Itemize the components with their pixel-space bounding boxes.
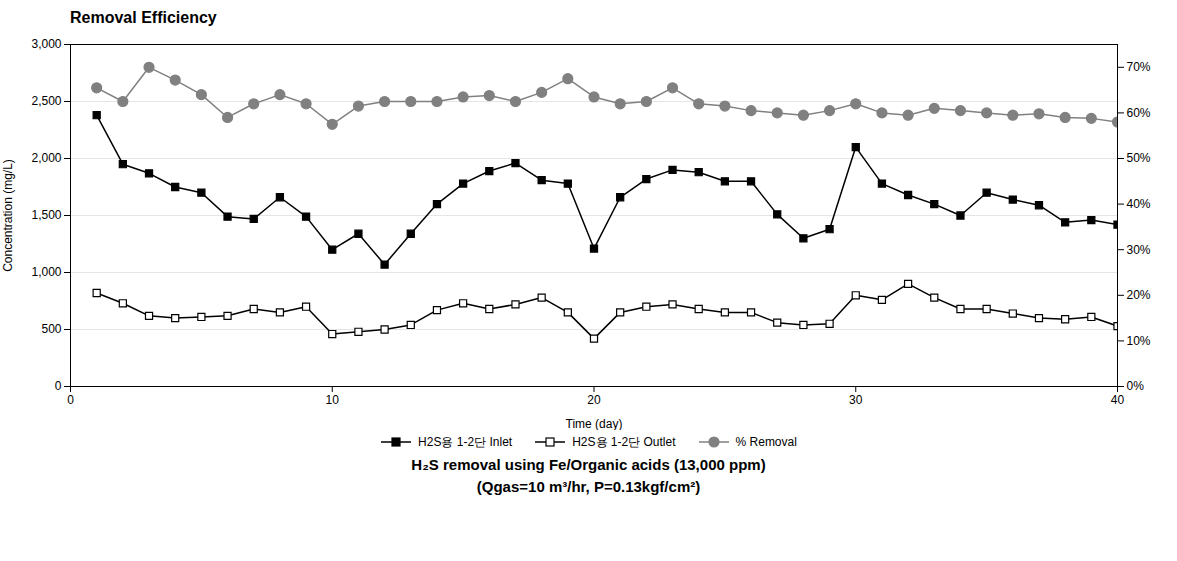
svg-text:0: 0 — [67, 393, 74, 407]
svg-text:2,000: 2,000 — [31, 151, 61, 165]
html-text:% Removal: % Removal — [735, 435, 797, 449]
svg-text:20%: 20% — [1127, 288, 1151, 302]
svg-text:Time (day): Time (day) — [566, 417, 623, 431]
svg-text:20: 20 — [587, 393, 601, 407]
svg-text:50%: 50% — [1127, 151, 1151, 165]
svg-text:10%: 10% — [1127, 334, 1151, 348]
svg-text:30: 30 — [849, 393, 863, 407]
html-text:Removal Efficiency: Removal Efficiency — [70, 9, 217, 26]
svg-text:2,500: 2,500 — [31, 94, 61, 108]
svg-text:40: 40 — [1111, 393, 1125, 407]
svg-text:0: 0 — [55, 379, 62, 393]
html-text:H2S용 1-2단 Inlet: H2S용 1-2단 Inlet — [418, 434, 513, 449]
html-text:H₂S removal using Fe/Organic a: H₂S removal using Fe/Organic acids (13,0… — [411, 456, 766, 473]
svg-text:30%: 30% — [1127, 243, 1151, 257]
svg-text:60%: 60% — [1127, 106, 1151, 120]
svg-text:10: 10 — [326, 393, 340, 407]
svg-text:1,500: 1,500 — [31, 208, 61, 222]
svg-text:Concentration (mg/L): Concentration (mg/L) — [1, 159, 15, 272]
html-text:H2S용 1-2단 Outlet: H2S용 1-2단 Outlet — [572, 434, 676, 449]
svg-text:3,000: 3,000 — [31, 37, 61, 51]
svg-text:500: 500 — [41, 322, 61, 336]
svg-text:70%: 70% — [1127, 60, 1151, 74]
svg-text:1,000: 1,000 — [31, 265, 61, 279]
html-text:(Qgas=10 m³/hr, P=0.13kgf/cm²): (Qgas=10 m³/hr, P=0.13kgf/cm²) — [476, 478, 701, 495]
svg-text:40%: 40% — [1127, 197, 1151, 211]
svg-text:0%: 0% — [1127, 379, 1145, 393]
